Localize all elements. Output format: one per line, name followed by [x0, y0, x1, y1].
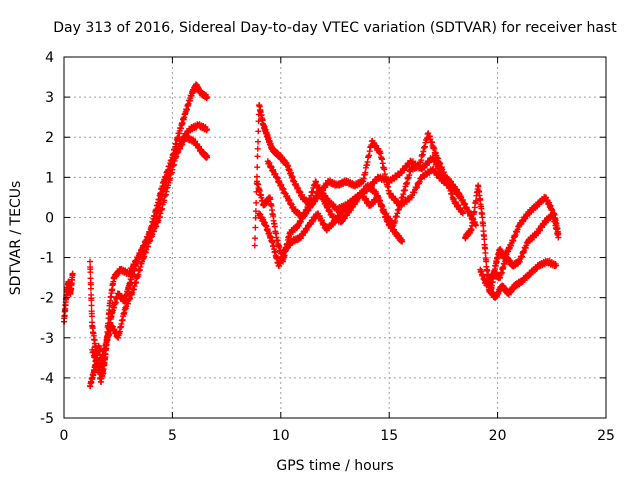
data-point-interp — [88, 302, 95, 309]
data-point-interp — [268, 238, 275, 245]
data-point — [251, 242, 258, 249]
data-point-interp — [253, 199, 260, 206]
data-point-interp — [376, 148, 383, 155]
data-point-interp — [450, 195, 457, 202]
x-tick-label: 15 — [380, 428, 398, 444]
y-tick-label: -5 — [40, 411, 54, 427]
data-point-interp — [459, 209, 466, 216]
data-point-interp — [463, 204, 470, 211]
data-point-interp — [88, 313, 95, 320]
data-point-interp — [480, 222, 487, 229]
data-point-interp — [106, 307, 113, 314]
y-tick-label: 4 — [45, 50, 54, 66]
data-point-interp — [481, 236, 488, 243]
data-point-interp — [101, 345, 108, 352]
data-point-interp — [359, 178, 366, 185]
data-point-interp — [69, 272, 76, 279]
series-arc-8 — [264, 154, 479, 229]
tick-labels: 0 5 10 15 20 25 -5 -4 -3 -2 -1 0 1 2 3 4 — [40, 50, 615, 444]
data-point-interp — [164, 184, 171, 191]
series-arc-11 — [485, 257, 560, 301]
data-point-interp — [252, 224, 259, 231]
data-point-interp — [374, 193, 381, 200]
data-point-interp — [254, 164, 261, 171]
y-axis-label: SDTVAR / TECUs — [8, 181, 24, 296]
series-arc-5 — [251, 102, 464, 249]
data-point-interp — [87, 269, 94, 276]
data-point-interp — [552, 260, 559, 267]
data-point-interp — [160, 187, 167, 194]
data-point-interp — [255, 128, 262, 135]
data-point-interp — [87, 285, 94, 292]
data-point-interp — [482, 249, 489, 256]
data-point-interp — [252, 208, 259, 215]
data-point-interp — [173, 153, 180, 160]
y-tick-label: 1 — [45, 170, 54, 186]
data-point-interp — [121, 309, 128, 316]
data-point-interp — [254, 153, 261, 160]
data-point — [87, 258, 94, 265]
data-point-interp — [468, 227, 475, 234]
data-points — [61, 81, 562, 390]
x-tick-label: 20 — [489, 428, 507, 444]
data-point-interp — [479, 210, 486, 217]
x-tick-label: 0 — [60, 428, 69, 444]
data-point-interp — [254, 145, 261, 152]
data-point-interp — [105, 320, 112, 327]
plot-frame — [63, 56, 607, 419]
data-point-interp — [88, 297, 95, 304]
data-point-interp — [203, 95, 210, 102]
y-tick-label: -3 — [40, 331, 54, 347]
x-tick-label: 25 — [597, 428, 615, 444]
data-point-interp — [372, 188, 379, 195]
data-point-interp — [203, 152, 210, 159]
data-point-interp — [398, 194, 405, 201]
x-tick-label: 5 — [168, 428, 177, 444]
series-arc-9 — [462, 182, 562, 293]
data-point-interp — [483, 258, 490, 265]
y-tick-label: -4 — [40, 371, 54, 387]
data-point-interp — [147, 237, 154, 244]
y-tick-label: -1 — [40, 251, 54, 267]
data-point-interp — [182, 111, 189, 118]
x-tick-label: 10 — [272, 428, 290, 444]
data-point-interp — [138, 260, 145, 267]
series-arc-10 — [477, 209, 562, 289]
x-axis-label: GPS time / hours — [276, 458, 393, 474]
data-point-interp — [252, 214, 259, 221]
series-arc-4 — [89, 133, 211, 373]
data-point-interp — [255, 138, 262, 145]
data-point-interp — [252, 235, 259, 242]
data-point-interp — [398, 236, 405, 243]
data-point-interp — [255, 118, 262, 125]
data-point-interp — [555, 230, 562, 237]
y-tick-label: -2 — [40, 291, 54, 307]
chart-title: Day 313 of 2016, Sidereal Day-to-day VTE… — [53, 20, 617, 36]
data-point-interp — [273, 230, 280, 237]
y-tick-label: 3 — [45, 90, 54, 106]
axis-ticks — [63, 56, 607, 419]
data-point-interp — [203, 127, 210, 134]
y-tick-label: 0 — [45, 210, 54, 226]
y-tick-label: 2 — [45, 130, 54, 146]
